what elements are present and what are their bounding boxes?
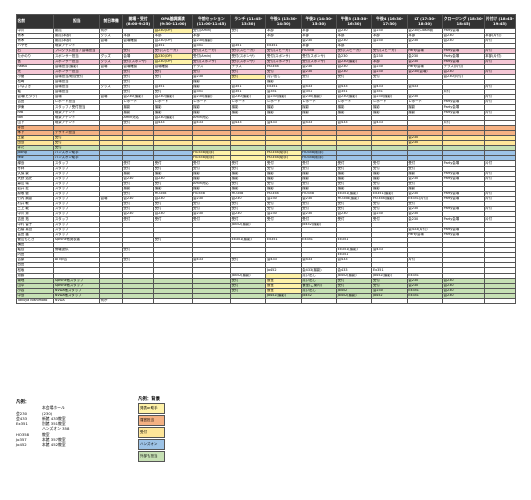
- table-cell: [265, 297, 302, 305]
- legend-location-code: Jo452: [16, 442, 27, 448]
- role-cell: プログラム担当 / 会場担当: [53, 48, 101, 55]
- column-header: 午前セッション (11:00-11:45): [191, 14, 232, 29]
- column-header: 午後4 (16:30-17:30): [371, 14, 408, 29]
- legend-location-code: 会433: [16, 415, 28, 421]
- column-header: 午後2 (14:30-15:30): [300, 14, 338, 29]
- table-row: 森山 瑞スタッフ 受付 受付 Amin対応 受付 受付 受付 受付 受付 受付: [15, 180, 517, 187]
- schedule-body: 中川 委員 何か 会230(OP) 受付(Amin) 受付 本部 本部 会230 会230 会230…: [15, 27, 517, 305]
- table-row: 田島 受付 会230: [15, 140, 517, 147]
- table-cell: [122, 297, 155, 305]
- table-cell: [300, 297, 338, 305]
- legend-location-item: 会230 (230): [16, 411, 166, 416]
- table-cell: [230, 297, 267, 305]
- legend-location-item: Ex351 別館 351教室: [16, 421, 166, 426]
- legend-color-swatch: 受付: [138, 427, 165, 439]
- table-cell: 何か: [99, 297, 124, 305]
- schedule-header: 名前 担当 前日準備 開場・受付 (8:00-9:25) OPA基調講演 (9:30-1…: [15, 14, 517, 29]
- table-row: 大野 浩史 スタッフ 会230 会230 撮影 撮影 撮影 撮影 撮影 撮影 会230 Party会場…: [15, 175, 517, 182]
- table-cell: [153, 297, 193, 305]
- table-row: 三上 敦スタッフ 受付 受付 受付 受付 受付 受付 受付 受付 会230 Party会場 片付: [15, 206, 517, 213]
- table-row: 小谷 NVDA他スタッフ 受付 食堂 買い出し Jo452 会230 Ex351 会230: [15, 287, 517, 294]
- column-header: 午後1 (13:30-14:30): [265, 14, 302, 29]
- table-cell: [442, 297, 485, 305]
- legend-location-label: 別館 351教室: [42, 421, 66, 427]
- column-header: 午後3 (15:30-16:30): [336, 14, 373, 29]
- legend-location-label: ハンズオン 358: [42, 426, 70, 432]
- legend-location-item: HO358 教室: [16, 432, 166, 437]
- column-header: クロージング (18:30-18:45): [442, 14, 485, 29]
- table-cell: [191, 297, 232, 305]
- table-row: 菅山もとき Sphinx他発表者 受付 Ex351(撮影) Ex351 Ex351 Ex35…: [15, 236, 517, 243]
- legend-location-item: ハンズオン 358: [16, 426, 166, 431]
- legend-location-label: 本館 357教室: [42, 437, 66, 443]
- legend-locations-list: 本会場ホール会230 (230) 会433 新館 433教室 Ex351 別館 351教室…: [16, 405, 166, 447]
- legend-color-swatch: 運営担当: [138, 415, 165, 427]
- table-row: 冬林 スタッフ 受付 受付 受付 受付 受付 受付 受付 受付 受付: [15, 165, 517, 172]
- legend-location-label: 本館 452教室: [42, 442, 66, 448]
- header-row: 名前 担当 前日準備 開場・受付 (8:00-9:25) OPA基調講演 (9:30-1…: [15, 14, 517, 29]
- legend-locations: 凡例： 本会場ホール会230 (230) 会433 新館 433教室 Ex351 別館 3…: [16, 400, 166, 448]
- legend-color-swatch: ハンズオン: [138, 439, 165, 451]
- table-cell: [406, 297, 444, 305]
- table-cell: [336, 297, 373, 305]
- column-header: ランチ (11:45-13:30): [230, 14, 267, 29]
- legend-backgrounds-list: 発表or助手 運営担当 受付 ハンズオン 外部も担当: [138, 403, 248, 463]
- table-row: 石橋 真吾 スタッフ 会433(片付) Party会場: [15, 226, 517, 233]
- table-cell: [371, 297, 408, 305]
- legend-location-label: (230): [42, 410, 53, 416]
- column-header: 開場・受付 (8:00-9:25): [122, 14, 155, 29]
- table-row: Takuya Nishimoto NVDA 何か: [15, 297, 517, 305]
- table-row: ほた 受付: [15, 145, 517, 152]
- legend-locations-title: 凡例：: [16, 400, 30, 405]
- column-header: LT (17:30-18:30): [406, 14, 444, 29]
- legend-color-swatch: 発表or助手: [138, 403, 165, 415]
- name-cell: Takuya Nishimoto: [15, 297, 55, 305]
- legend-location-label: 教室: [42, 431, 50, 437]
- legend-location-code: Jo357: [16, 437, 27, 443]
- legend-location-item: 会433 新館 433教室: [16, 416, 166, 421]
- legend-location-code: Ex351: [16, 421, 28, 427]
- table-cell: [483, 297, 517, 305]
- legend-location-code: HO358: [16, 431, 30, 437]
- legend-location-label: 本会場ホール: [42, 405, 65, 411]
- column-header: 名前: [15, 14, 55, 29]
- table-row: 久保 豪スタッフ 撮影 撮影 撮影 撮影 撮影 撮影 撮影 撮影 撮影 Party会場 片付: [15, 170, 517, 177]
- table-row: 西田: [15, 262, 517, 269]
- column-header: 前日準備: [99, 14, 124, 29]
- legend-location-label: 新館 433教室: [42, 415, 66, 421]
- legend-location-item: Jo452 本館 452教室: [16, 442, 166, 447]
- table-row: いなざき 会場担当 グッズ 受付 会351 撮影 会351 Ex351 会433 会433 会433…: [15, 84, 517, 91]
- table-row: 石プログラム担当 / 会場担当 受付 受付(スピーカ) 受付(スピーカ) 受付(スピーカ…: [15, 48, 517, 55]
- table-row: 内田 Ex351: [15, 252, 517, 259]
- legend-color-swatch: 外部も担当: [138, 451, 165, 463]
- legend-location-item: 本会場ホール: [16, 405, 166, 410]
- legend-location-code: 会230: [16, 410, 28, 416]
- role-cell: NVDA: [53, 297, 101, 305]
- legend-backgrounds: 凡例：背景 発表or助手 運営担当 受付 ハンズオン 外部も担当: [138, 397, 248, 463]
- column-header: OPA基調講演 (9:30-11:00): [153, 14, 193, 29]
- table-row: 吉田 レポート担当 レポート レポート レポート レポート レポート レポート レポート レポート…: [15, 99, 517, 106]
- legend-backgrounds-title: 凡例：背景: [138, 397, 160, 402]
- legend-location-item: Jo357 本館 357教室: [16, 437, 166, 442]
- column-header: 片付け (18:45-19:45): [483, 14, 517, 29]
- schedule-table: 名前 担当 前日準備 開場・受付 (8:00-9:25) OPA基調講演 (9:30-1…: [15, 14, 517, 305]
- column-header: 担当: [53, 14, 101, 29]
